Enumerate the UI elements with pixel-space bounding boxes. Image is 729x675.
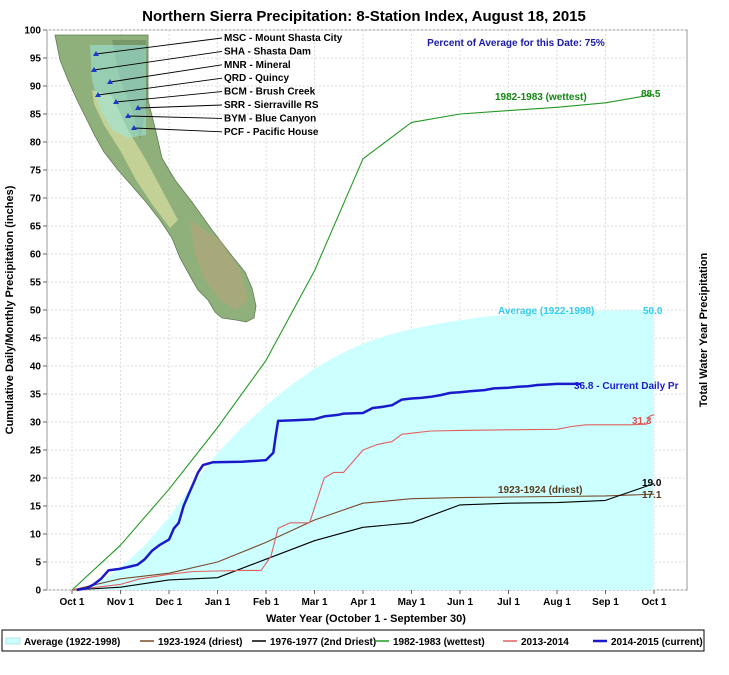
california-desert [190, 220, 248, 310]
x-tick-label: Apr 1 [350, 597, 376, 608]
series-annotations: 1982-1983 (wettest) 88.5 Average (1922-199… [495, 89, 679, 501]
chart-subtitle: Percent of Average for this Date: 75% [427, 38, 605, 49]
station-leader-line [97, 77, 223, 96]
y-tick-label: 60 [30, 250, 42, 261]
legend-entry: 1923-1924 (driest) [158, 637, 243, 648]
y-tick-label: 40 [30, 362, 42, 373]
y-tick-label: 55 [30, 278, 42, 289]
annotation-average: Average (1922-1998) [498, 306, 594, 317]
station-marker-icon [125, 113, 131, 118]
end-value-driest: 17.1 [642, 490, 662, 501]
legend-entry: Average (1922-1998) [24, 637, 120, 648]
station-marker-icon [95, 92, 101, 97]
legend-swatch [5, 637, 21, 645]
series-line-1976-1977-2nd-driest [71, 483, 655, 591]
end-value-2nd-driest: 19.0 [642, 478, 662, 489]
station-marker-icon [93, 51, 99, 56]
legend-entry: 1982-1983 (wettest) [393, 637, 485, 648]
legend-entry: 2014-2015 (current) [611, 637, 703, 648]
y-tick-label: 25 [30, 446, 42, 457]
y-tick-label: 15 [30, 502, 42, 513]
x-tick-label: Aug 1 [543, 597, 571, 608]
legend-entry: 2013-2014 [521, 637, 569, 648]
station-label: SHA - Shasta Dam [224, 46, 311, 57]
y-tick-label: 65 [30, 222, 42, 233]
y-tick-label: 50 [30, 306, 42, 317]
legend-entry: 1976-1977 (2nd Driest) [270, 637, 376, 648]
end-value-2013-2014: 31.3 [632, 416, 652, 427]
y-tick-label: 0 [35, 586, 41, 597]
y-axis-label-right: Total Water Year Precipitation [698, 252, 710, 407]
y-tick-label: 90 [30, 82, 42, 93]
station-leader-line [109, 64, 223, 83]
station-leader-line [127, 115, 223, 119]
y-tick-label: 100 [24, 26, 41, 37]
station-label: MNR - Mineral [224, 60, 291, 71]
x-tick-label: Oct 1 [59, 597, 84, 608]
y-tick-label: 85 [30, 110, 42, 121]
station-label: BYM - Blue Canyon [224, 113, 316, 124]
annotation-wettest: 1982-1983 (wettest) [495, 92, 587, 103]
annotation-current: 36.8 - Current Daily Pr [574, 381, 679, 392]
station-labels: MSC - Mount Shasta City SHA - Shasta Dam M… [91, 33, 343, 138]
y-tick-label: 70 [30, 194, 42, 205]
x-tick-label: Jun 1 [447, 597, 474, 608]
x-tick-label: Mar 1 [301, 597, 328, 608]
chart-title: Northern Sierra Precipitation: 8-Station… [142, 8, 586, 25]
series-line-1923-1924-driest [71, 493, 655, 591]
y-tick-label: 20 [30, 474, 42, 485]
y-tick-label: 80 [30, 138, 42, 149]
end-value-average: 50.0 [643, 306, 663, 317]
x-tick-label: Feb 1 [253, 597, 280, 608]
y-tick-label: 45 [30, 334, 42, 345]
y-tick-label: 35 [30, 390, 42, 401]
station-leader-line [93, 50, 223, 71]
station-marker-icon [107, 79, 113, 84]
x-tick-label: Oct 1 [641, 597, 666, 608]
x-tick-label: Jan 1 [205, 597, 231, 608]
y-tick-label: 75 [30, 166, 42, 177]
y-axis-label: Cumulative Daily/Monthly Precipitation (… [4, 185, 16, 434]
series-line-2014-2015-current [76, 382, 582, 592]
x-tick-label: Jul 1 [497, 597, 520, 608]
station-label: SRR - Sierraville RS [224, 100, 319, 111]
series-line-2013-2014 [71, 414, 655, 591]
station-label: PCF - Pacific House [224, 127, 319, 138]
station-marker-icon [135, 105, 141, 110]
station-leader-line [95, 37, 223, 55]
x-axis-label: Water Year (October 1 - September 30) [266, 613, 466, 625]
series-lines [71, 93, 655, 592]
x-tick-label: Sep 1 [592, 597, 619, 608]
legend-box [1, 629, 705, 652]
station-marker-icon [91, 67, 97, 72]
station-marker-icon [113, 99, 119, 104]
y-tick-label: 95 [30, 54, 42, 65]
y-tick-label: 10 [30, 530, 42, 541]
station-leader-line [133, 127, 223, 133]
x-tick-label: Nov 1 [107, 597, 135, 608]
legend: Average (1922-1998) 1923-1924 (driest) 197… [5, 637, 703, 648]
station-leader-line [115, 91, 223, 103]
y-tick-label: 30 [30, 418, 42, 429]
end-value-wettest: 88.5 [641, 89, 661, 100]
station-marker-icon [131, 125, 137, 130]
station-label: MSC - Mount Shasta City [224, 33, 343, 44]
annotation-driest: 1923-1924 (driest) [498, 485, 583, 496]
california-map [54, 34, 257, 323]
series-line-1982-1983-wettest [71, 93, 655, 591]
station-label: QRD - Quincy [224, 73, 289, 84]
y-axis-ticks: 0 5 10 15 20 25 30 35 40 45 50 55 60 65 70 75 80 85 90 95 10… [24, 26, 47, 597]
y-tick-label: 5 [35, 558, 41, 569]
x-tick-label: Dec 1 [156, 597, 183, 608]
x-tick-label: May 1 [398, 597, 426, 608]
station-leader-line [137, 104, 223, 109]
x-axis-ticks: Oct 1 Nov 1 Dec 1 Jan 1 Feb 1 Mar 1 Apr 1 May 1… [59, 590, 667, 608]
station-label: BCM - Brush Creek [224, 87, 316, 98]
